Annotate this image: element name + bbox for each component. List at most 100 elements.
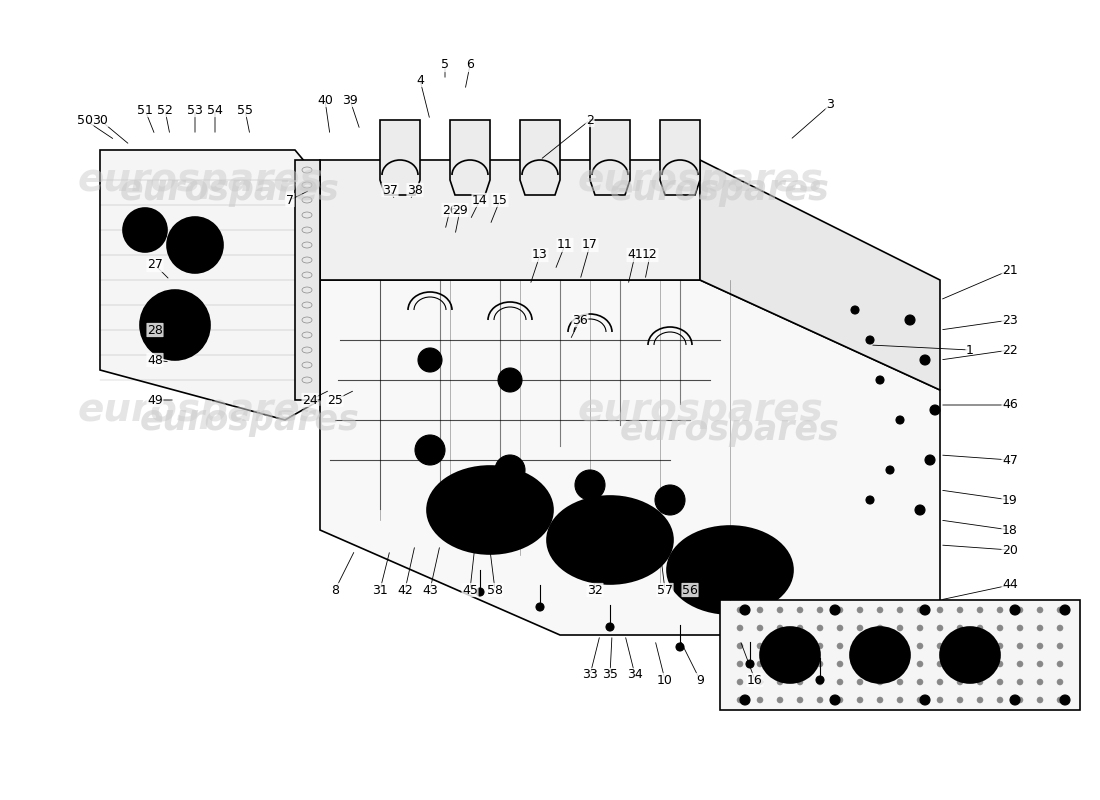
Circle shape [917,679,923,685]
Text: 10: 10 [657,674,673,686]
Text: 55: 55 [236,103,253,117]
Circle shape [746,660,754,668]
Circle shape [737,679,742,685]
Text: eurospares: eurospares [77,391,323,429]
Circle shape [977,679,983,685]
Circle shape [1057,607,1063,613]
Circle shape [140,290,210,360]
Circle shape [957,625,962,631]
Circle shape [917,697,923,703]
Circle shape [1060,605,1070,615]
Circle shape [777,679,783,685]
Text: 11: 11 [557,238,573,251]
Circle shape [957,697,962,703]
Text: 54: 54 [207,103,223,117]
Text: 7: 7 [286,194,294,206]
Text: 27: 27 [147,258,163,271]
Circle shape [937,643,943,649]
Text: eurospares: eurospares [610,173,829,207]
Text: 8: 8 [331,583,339,597]
Circle shape [495,455,525,485]
Circle shape [977,661,983,667]
Circle shape [575,470,605,500]
Ellipse shape [760,627,820,683]
Circle shape [857,607,864,613]
Circle shape [877,697,883,703]
Circle shape [937,625,943,631]
Circle shape [757,607,763,613]
Text: 19: 19 [1002,494,1018,506]
Ellipse shape [547,496,673,584]
Text: 15: 15 [492,194,508,206]
Circle shape [777,625,783,631]
Circle shape [157,307,192,343]
Circle shape [798,679,803,685]
Ellipse shape [427,466,553,554]
Text: 37: 37 [382,183,398,197]
Circle shape [757,643,763,649]
Circle shape [798,643,803,649]
Circle shape [757,697,763,703]
Circle shape [123,208,167,252]
Circle shape [957,607,962,613]
Text: 23: 23 [1002,314,1018,326]
Text: 32: 32 [587,583,603,597]
Text: 51: 51 [138,103,153,117]
Text: eurospares: eurospares [620,413,840,447]
Ellipse shape [667,526,793,614]
Circle shape [886,466,894,474]
Circle shape [920,605,929,615]
Text: 47: 47 [1002,454,1018,466]
Circle shape [857,679,864,685]
Circle shape [977,697,983,703]
Circle shape [830,695,840,705]
Circle shape [757,661,763,667]
Circle shape [415,435,446,465]
Text: 34: 34 [627,669,642,682]
Circle shape [866,496,874,504]
Circle shape [777,643,783,649]
Text: eurospares: eurospares [578,161,823,199]
Circle shape [1057,679,1063,685]
Circle shape [1010,695,1020,705]
Text: 21: 21 [1002,263,1018,277]
Circle shape [1037,607,1043,613]
Circle shape [857,625,864,631]
Circle shape [798,607,803,613]
Text: 58: 58 [487,583,503,597]
Text: 41: 41 [627,249,642,262]
Circle shape [896,661,903,667]
Circle shape [817,643,823,649]
Text: eurospares: eurospares [578,391,823,429]
Circle shape [798,625,803,631]
Circle shape [905,315,915,325]
Circle shape [757,679,763,685]
Circle shape [977,625,983,631]
Circle shape [930,405,940,415]
Text: 38: 38 [407,183,422,197]
Circle shape [1057,643,1063,649]
Polygon shape [520,120,560,195]
Text: 46: 46 [1002,398,1018,411]
Circle shape [817,661,823,667]
Text: 53: 53 [187,103,202,117]
Circle shape [896,697,903,703]
Circle shape [837,661,843,667]
Circle shape [1037,679,1043,685]
Circle shape [920,355,929,365]
Circle shape [817,625,823,631]
Circle shape [896,679,903,685]
Circle shape [798,697,803,703]
Circle shape [837,643,843,649]
Polygon shape [100,150,320,420]
Text: eurospares: eurospares [140,403,360,437]
Text: 26: 26 [442,203,458,217]
Circle shape [1018,607,1023,613]
Text: 29: 29 [452,203,468,217]
Text: 30: 30 [92,114,108,126]
Circle shape [917,607,923,613]
Circle shape [896,416,904,424]
Circle shape [877,643,883,649]
Circle shape [1057,697,1063,703]
Text: 5: 5 [441,58,449,71]
